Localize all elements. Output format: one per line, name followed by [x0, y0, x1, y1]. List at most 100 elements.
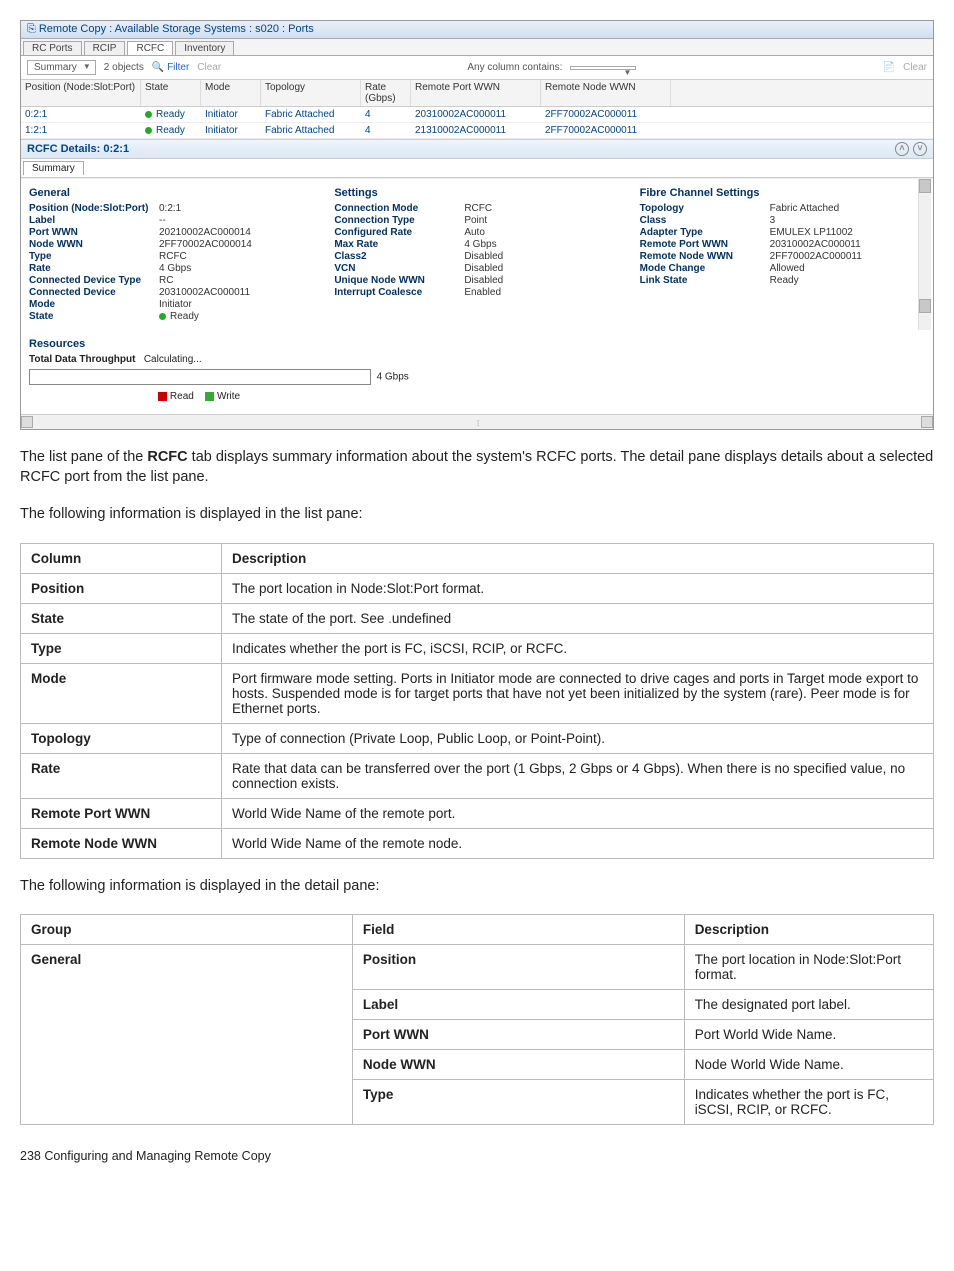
vertical-scrollbar[interactable] [918, 179, 931, 330]
field-value: EMULEX LP11002 [770, 227, 925, 238]
scroll-up-icon[interactable] [919, 179, 931, 193]
table-row: Remote Node WWNWorld Wide Name of the re… [21, 828, 934, 858]
grid-cell: 4 [361, 123, 411, 138]
field-value: 3 [770, 215, 925, 226]
scroll-left-icon[interactable] [21, 416, 33, 428]
cross-ref-link[interactable]: . [388, 611, 392, 626]
throughput-value: Calculating... [144, 354, 202, 365]
column-cell: Position [21, 573, 222, 603]
field-label: Class2 [334, 251, 464, 262]
column-cell: Rate [21, 753, 222, 798]
field-value: Disabled [464, 251, 619, 262]
bar-max-label: 4 Gbps [377, 372, 409, 383]
grid-row[interactable]: 1:2:1ReadyInitiatorFabric Attached421310… [21, 123, 933, 139]
field-label: Label [29, 215, 159, 226]
export-icon[interactable]: 📄 [883, 62, 895, 73]
description-cell: Rate that data can be transferred over t… [222, 753, 934, 798]
horizontal-scrollbar[interactable]: ⁞ [21, 414, 933, 429]
t1-h2: Description [222, 543, 934, 573]
throughput-label: Total Data Throughput [29, 354, 135, 365]
filter-link[interactable]: 🔍 Filter [152, 62, 189, 73]
scroll-right-icon[interactable] [921, 416, 933, 428]
field-value: Allowed [770, 263, 925, 274]
table-row: PositionThe port location in Node:Slot:P… [21, 573, 934, 603]
title-text: Remote Copy : Available Storage Systems … [39, 23, 314, 35]
tab-rcip[interactable]: RCIP [84, 41, 126, 55]
object-count: 2 objects [104, 62, 144, 73]
t2-h3: Description [684, 915, 933, 945]
filter-label: Filter [167, 62, 189, 73]
column-header[interactable]: State [141, 80, 201, 106]
paragraph-2: The following information is displayed i… [20, 505, 934, 525]
column-cell: Type [21, 633, 222, 663]
tab-rc-ports[interactable]: RC Ports [23, 41, 82, 55]
general-heading: General [29, 187, 314, 199]
field-value: 2FF70002AC000014 [159, 239, 314, 250]
grid-cell: 21310002AC000011 [411, 123, 541, 138]
field-value: Ready [770, 275, 925, 286]
table-row: Remote Port WWNWorld Wide Name of the re… [21, 798, 934, 828]
field-value: Fabric Attached [770, 203, 925, 214]
field-label: Adapter Type [640, 227, 770, 238]
field-cell: Label [352, 990, 684, 1020]
grid-cell: 4 [361, 107, 411, 122]
subtab-summary[interactable]: Summary [23, 161, 84, 175]
field-value: 20310002AC000011 [159, 287, 314, 298]
tab-rcfc[interactable]: RCFC [127, 41, 173, 55]
legend-read-label: Read [170, 391, 194, 402]
window-title: ⎘ Remote Copy : Available Storage System… [21, 21, 933, 39]
toolbar-clear-right[interactable]: Clear [903, 62, 927, 73]
t2-h2: Field [352, 915, 684, 945]
throughput-bar [29, 369, 371, 385]
grid-cell [671, 107, 933, 122]
description-cell: The state of the port. See .undefined [222, 603, 934, 633]
field-value: RCFC [159, 251, 314, 262]
grid-cell: 1:2:1 [21, 123, 141, 138]
grid-cell [671, 123, 933, 138]
column-header[interactable]: Rate (Gbps) [361, 80, 411, 106]
column-header[interactable]: Position (Node:Slot:Port) [21, 80, 141, 106]
field-value: Disabled [464, 275, 619, 286]
grid-row[interactable]: 0:2:1ReadyInitiatorFabric Attached420310… [21, 107, 933, 123]
scroll-thumb[interactable] [919, 299, 931, 313]
tab-inventory[interactable]: Inventory [175, 41, 234, 55]
resources-section: Resources Total Data Throughput Calculat… [21, 330, 933, 414]
column-header[interactable]: Topology [261, 80, 361, 106]
collapse-down-icon[interactable]: ˅ [913, 142, 927, 156]
column-header[interactable]: Remote Node WWN [541, 80, 671, 106]
grid-cell: 0:2:1 [21, 107, 141, 122]
t1-h1: Column [21, 543, 222, 573]
field-label: Configured Rate [334, 227, 464, 238]
field-cell: Position [352, 945, 684, 990]
field-value: RC [159, 275, 314, 286]
collapse-up-icon[interactable]: ˄ [895, 142, 909, 156]
field-label: State [29, 311, 159, 322]
column-header[interactable]: Remote Port WWN [411, 80, 541, 106]
grid-cell: 2FF70002AC000011 [541, 123, 671, 138]
group-cell: General [21, 945, 353, 1125]
grid-cell: Ready [141, 107, 201, 122]
field-cell: Port WWN [352, 1020, 684, 1050]
detail-subtabs: Summary [21, 159, 933, 178]
field-label: Unique Node WWN [334, 275, 464, 286]
grid-cell: Fabric Attached [261, 107, 361, 122]
field-value: RCFC [464, 203, 619, 214]
field-value: 20310002AC000011 [770, 239, 925, 250]
field-label: Rate [29, 263, 159, 274]
field-label: Topology [640, 203, 770, 214]
description-cell: Node World Wide Name. [684, 1050, 933, 1080]
description-cell: The designated port label. [684, 990, 933, 1020]
top-tabs: RC PortsRCIPRCFCInventory [21, 39, 933, 56]
view-dropdown[interactable]: Summary [27, 60, 96, 75]
table-row: RateRate that data can be transferred ov… [21, 753, 934, 798]
paragraph-1: The list pane of the RCFC tab displays s… [20, 448, 934, 487]
description-cell: Type of connection (Private Loop, Public… [222, 723, 934, 753]
search-dropdown[interactable] [570, 66, 636, 70]
column-cell: State [21, 603, 222, 633]
field-label: Mode Change [640, 263, 770, 274]
field-label: Port WWN [29, 227, 159, 238]
grid-cell: Ready [141, 123, 201, 138]
column-header[interactable]: Mode [201, 80, 261, 106]
field-label: Connected Device [29, 287, 159, 298]
clear-link[interactable]: Clear [197, 62, 221, 73]
